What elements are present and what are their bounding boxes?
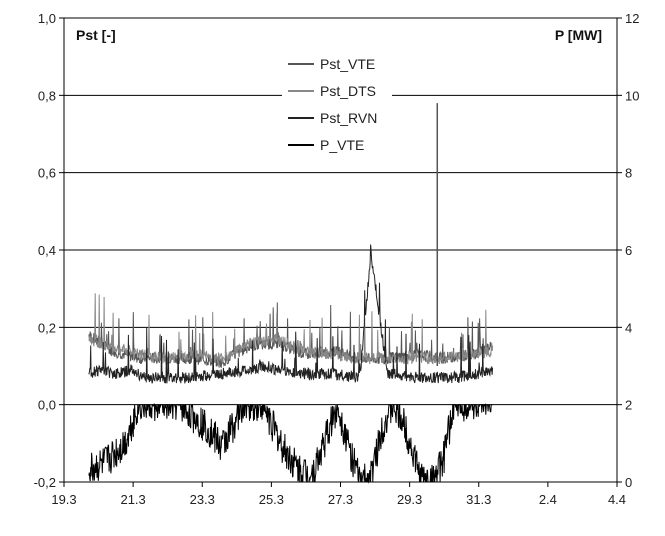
legend-label-3: P_VTE	[320, 137, 364, 153]
legend-bg-0	[282, 55, 392, 75]
x-tick-label-7: 2.4	[539, 492, 557, 507]
legend-bg-1	[282, 82, 392, 102]
y-left-tick-label-1: 0,0	[38, 398, 56, 413]
x-tick-label-2: 23.3	[190, 492, 215, 507]
y-left-tick-label-3: 0,4	[38, 243, 56, 258]
y-left-tick-label-0: -0,2	[34, 475, 56, 490]
x-tick-label-1: 21.3	[120, 492, 145, 507]
y-right-tick-label-1: 2	[625, 398, 632, 413]
x-tick-label-5: 29.3	[397, 492, 422, 507]
x-tick-label-8: 4.4	[608, 492, 626, 507]
y-right-axis-title: P [MW]	[555, 27, 602, 43]
y-left-axis-title: Pst [-]	[76, 27, 116, 43]
legend-label-1: Pst_DTS	[320, 83, 376, 99]
legend-label-2: Pst_RVN	[320, 110, 377, 126]
y-right-tick-label-4: 8	[625, 166, 632, 181]
series-line-p-vte	[88, 402, 493, 484]
axes	[63, 18, 618, 483]
tick-labels: -0,2 0,0 0,2 0,4 0,6 0,8 1,0 0 2 4 6 8 10 12 19.3 21.3 2…	[34, 11, 640, 507]
y-left-tick-label-6: 1,0	[38, 11, 56, 26]
legend-label-0: Pst_VTE	[320, 56, 375, 72]
y-left-tick-label-4: 0,6	[38, 166, 56, 181]
legend-bg-3	[282, 136, 392, 156]
x-tick-label-6: 31.3	[466, 492, 491, 507]
x-tick-label-0: 19.3	[51, 492, 76, 507]
legend-bg-2	[282, 109, 392, 129]
y-right-tick-label-5: 10	[625, 88, 639, 103]
y-right-tick-label-2: 4	[625, 320, 632, 335]
x-tick-label-4: 27.3	[328, 492, 353, 507]
y-right-tick-label-0: 0	[625, 475, 632, 490]
y-right-tick-label-3: 6	[625, 243, 632, 258]
series-layer	[88, 103, 494, 484]
x-tick-label-3: 25.3	[259, 492, 284, 507]
series-line-pst-dts	[88, 293, 494, 365]
y-left-tick-label-2: 0,2	[38, 320, 56, 335]
y-left-tick-label-5: 0,8	[38, 88, 56, 103]
legend: Pst_VTE Pst_DTS Pst_RVN P_VTE	[282, 55, 392, 156]
y-right-tick-label-6: 12	[625, 11, 639, 26]
series-line-pst-rvn	[88, 244, 494, 384]
